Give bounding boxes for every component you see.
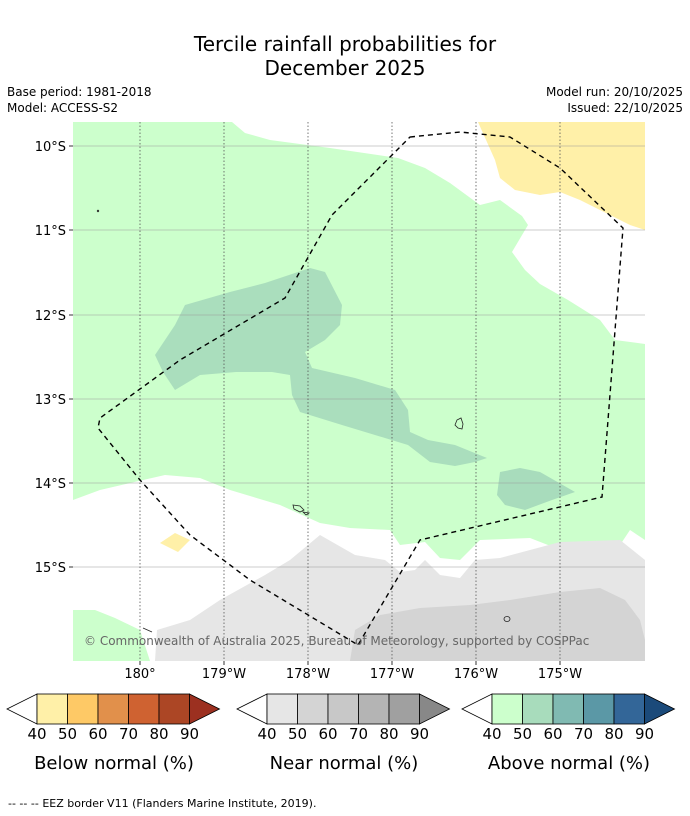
colorbar-tick-label: 50 bbox=[58, 725, 77, 743]
near-normal-colorbar: 40 50 60 70 80 90 bbox=[236, 693, 451, 743]
map-title-line1: Tercile rainfall probabilities for bbox=[193, 32, 497, 56]
lat-label-13s: 13°S bbox=[35, 393, 66, 408]
copyright-notice: © Commonwealth of Australia 2025, Bureau… bbox=[84, 634, 589, 648]
colorbar-segment bbox=[522, 693, 554, 725]
lon-label-177w: 177°W bbox=[370, 667, 414, 682]
colorbar-tick-label: 90 bbox=[180, 725, 199, 743]
lon-label-175w: 175°W bbox=[538, 667, 582, 682]
near-normal-50-60-region bbox=[350, 588, 645, 661]
below-normal-colorbar: 40 50 60 70 80 90 bbox=[6, 693, 221, 743]
colorbar-upper-extend bbox=[419, 693, 451, 725]
colorbar-tick-label: 60 bbox=[318, 725, 337, 743]
colorbar-segment bbox=[97, 693, 129, 725]
colorbar-tick-label: 60 bbox=[543, 725, 562, 743]
lat-label-15s: 15°S bbox=[35, 561, 66, 576]
colorbar-segment bbox=[613, 693, 645, 725]
above-normal-40-50-region bbox=[73, 122, 645, 560]
lat-label-11s: 11°S bbox=[35, 224, 66, 239]
above-normal-50-60-region bbox=[155, 268, 487, 466]
colorbar-segment bbox=[583, 693, 615, 725]
above-normal-50-60-region-east bbox=[497, 468, 575, 510]
colorbar-tick-label: 40 bbox=[27, 725, 46, 743]
colorbar-segment bbox=[491, 693, 523, 725]
eez-line-symbol: -- -- -- bbox=[8, 797, 39, 810]
colorbar-tick-label: 80 bbox=[149, 725, 168, 743]
forecast-map: © Commonwealth of Australia 2025, Bureau… bbox=[35, 122, 645, 682]
colorbar-segment bbox=[327, 693, 359, 725]
colorbar-tick-label: 50 bbox=[513, 725, 532, 743]
colorbar-tick-label: 50 bbox=[288, 725, 307, 743]
colorbar-lower-extend bbox=[461, 693, 493, 725]
colorbar-segment bbox=[388, 693, 420, 725]
colorbar-tick-label: 90 bbox=[410, 725, 429, 743]
above-normal-colorbar: 40 50 60 70 80 90 bbox=[461, 693, 676, 743]
model-name: Model: ACCESS-S2 bbox=[7, 101, 119, 115]
below-normal-40-50-region-sw bbox=[160, 533, 190, 552]
above-normal-label: Above normal (%) bbox=[487, 753, 651, 774]
colorbar-segment bbox=[358, 693, 390, 725]
near-normal-label: Near normal (%) bbox=[269, 753, 419, 774]
below-normal-label: Below normal (%) bbox=[34, 753, 194, 774]
colorbar-tick-label: 60 bbox=[88, 725, 107, 743]
lon-label-176w: 176°W bbox=[454, 667, 498, 682]
lat-label-14s: 14°S bbox=[35, 477, 66, 492]
colorbar-legends: 40 50 60 70 80 90 40 50 60 70 80 90 40 50 60 70 80 90 bbox=[6, 693, 676, 743]
colorbar-segment bbox=[67, 693, 99, 725]
colorbar-tick-label: 90 bbox=[635, 725, 654, 743]
colorbar-upper-extend bbox=[189, 693, 221, 725]
below-normal-40-50-region-ne bbox=[478, 122, 645, 230]
colorbar-segment bbox=[128, 693, 160, 725]
above-normal-40-50-region-sw bbox=[73, 610, 150, 661]
colorbar-tick-label: 70 bbox=[574, 725, 593, 743]
colorbar-segment bbox=[297, 693, 329, 725]
lat-label-12s: 12°S bbox=[35, 309, 66, 324]
eez-footnote: -- -- -- EEZ border V11 (Flanders Marine… bbox=[8, 797, 316, 810]
lat-label-10s: 10°S bbox=[35, 140, 66, 155]
lon-label-180: 180° bbox=[124, 667, 155, 682]
colorbar-segment bbox=[266, 693, 298, 725]
colorbar-lower-extend bbox=[236, 693, 268, 725]
longitude-gridlines bbox=[139, 122, 561, 661]
eez-footnote-text: EEZ border V11 (Flanders Marine Institut… bbox=[42, 797, 317, 810]
base-period: Base period: 1981-2018 bbox=[7, 85, 152, 99]
eez-border bbox=[97, 131, 624, 646]
colorbar-segment bbox=[36, 693, 68, 725]
colorbar-segment bbox=[158, 693, 190, 725]
issued-date: Issued: 22/10/2025 bbox=[567, 101, 683, 115]
colorbar-tick-label: 80 bbox=[604, 725, 623, 743]
colorbar-upper-extend bbox=[644, 693, 676, 725]
islands bbox=[96, 209, 511, 633]
colorbar-tick-label: 70 bbox=[119, 725, 138, 743]
colorbar-tick-label: 70 bbox=[349, 725, 368, 743]
colorbar-tick-label: 80 bbox=[379, 725, 398, 743]
colorbar-lower-extend bbox=[6, 693, 38, 725]
latitude-gridlines bbox=[73, 145, 645, 568]
map-title-line2: December 2025 bbox=[264, 56, 426, 80]
lon-label-178w: 178°W bbox=[286, 667, 330, 682]
colorbar-segment bbox=[552, 693, 584, 725]
model-run: Model run: 20/10/2025 bbox=[545, 85, 683, 99]
colorbar-tick-label: 40 bbox=[257, 725, 276, 743]
lon-label-179w: 179°W bbox=[202, 667, 246, 682]
colorbar-tick-label: 40 bbox=[482, 725, 501, 743]
